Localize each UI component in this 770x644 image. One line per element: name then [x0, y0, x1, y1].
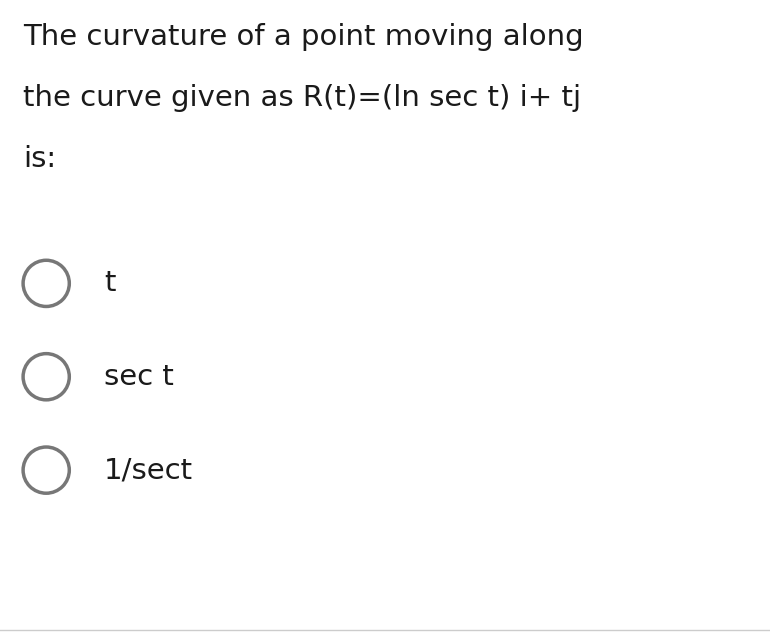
- Text: the curve given as R(t)=(ln sec t) i+ tj: the curve given as R(t)=(ln sec t) i+ tj: [23, 84, 581, 111]
- Text: The curvature of a point moving along: The curvature of a point moving along: [23, 23, 584, 50]
- Text: is:: is:: [23, 145, 56, 173]
- Text: t: t: [104, 269, 115, 298]
- Text: sec t: sec t: [104, 363, 174, 391]
- Text: 1/sect: 1/sect: [104, 456, 193, 484]
